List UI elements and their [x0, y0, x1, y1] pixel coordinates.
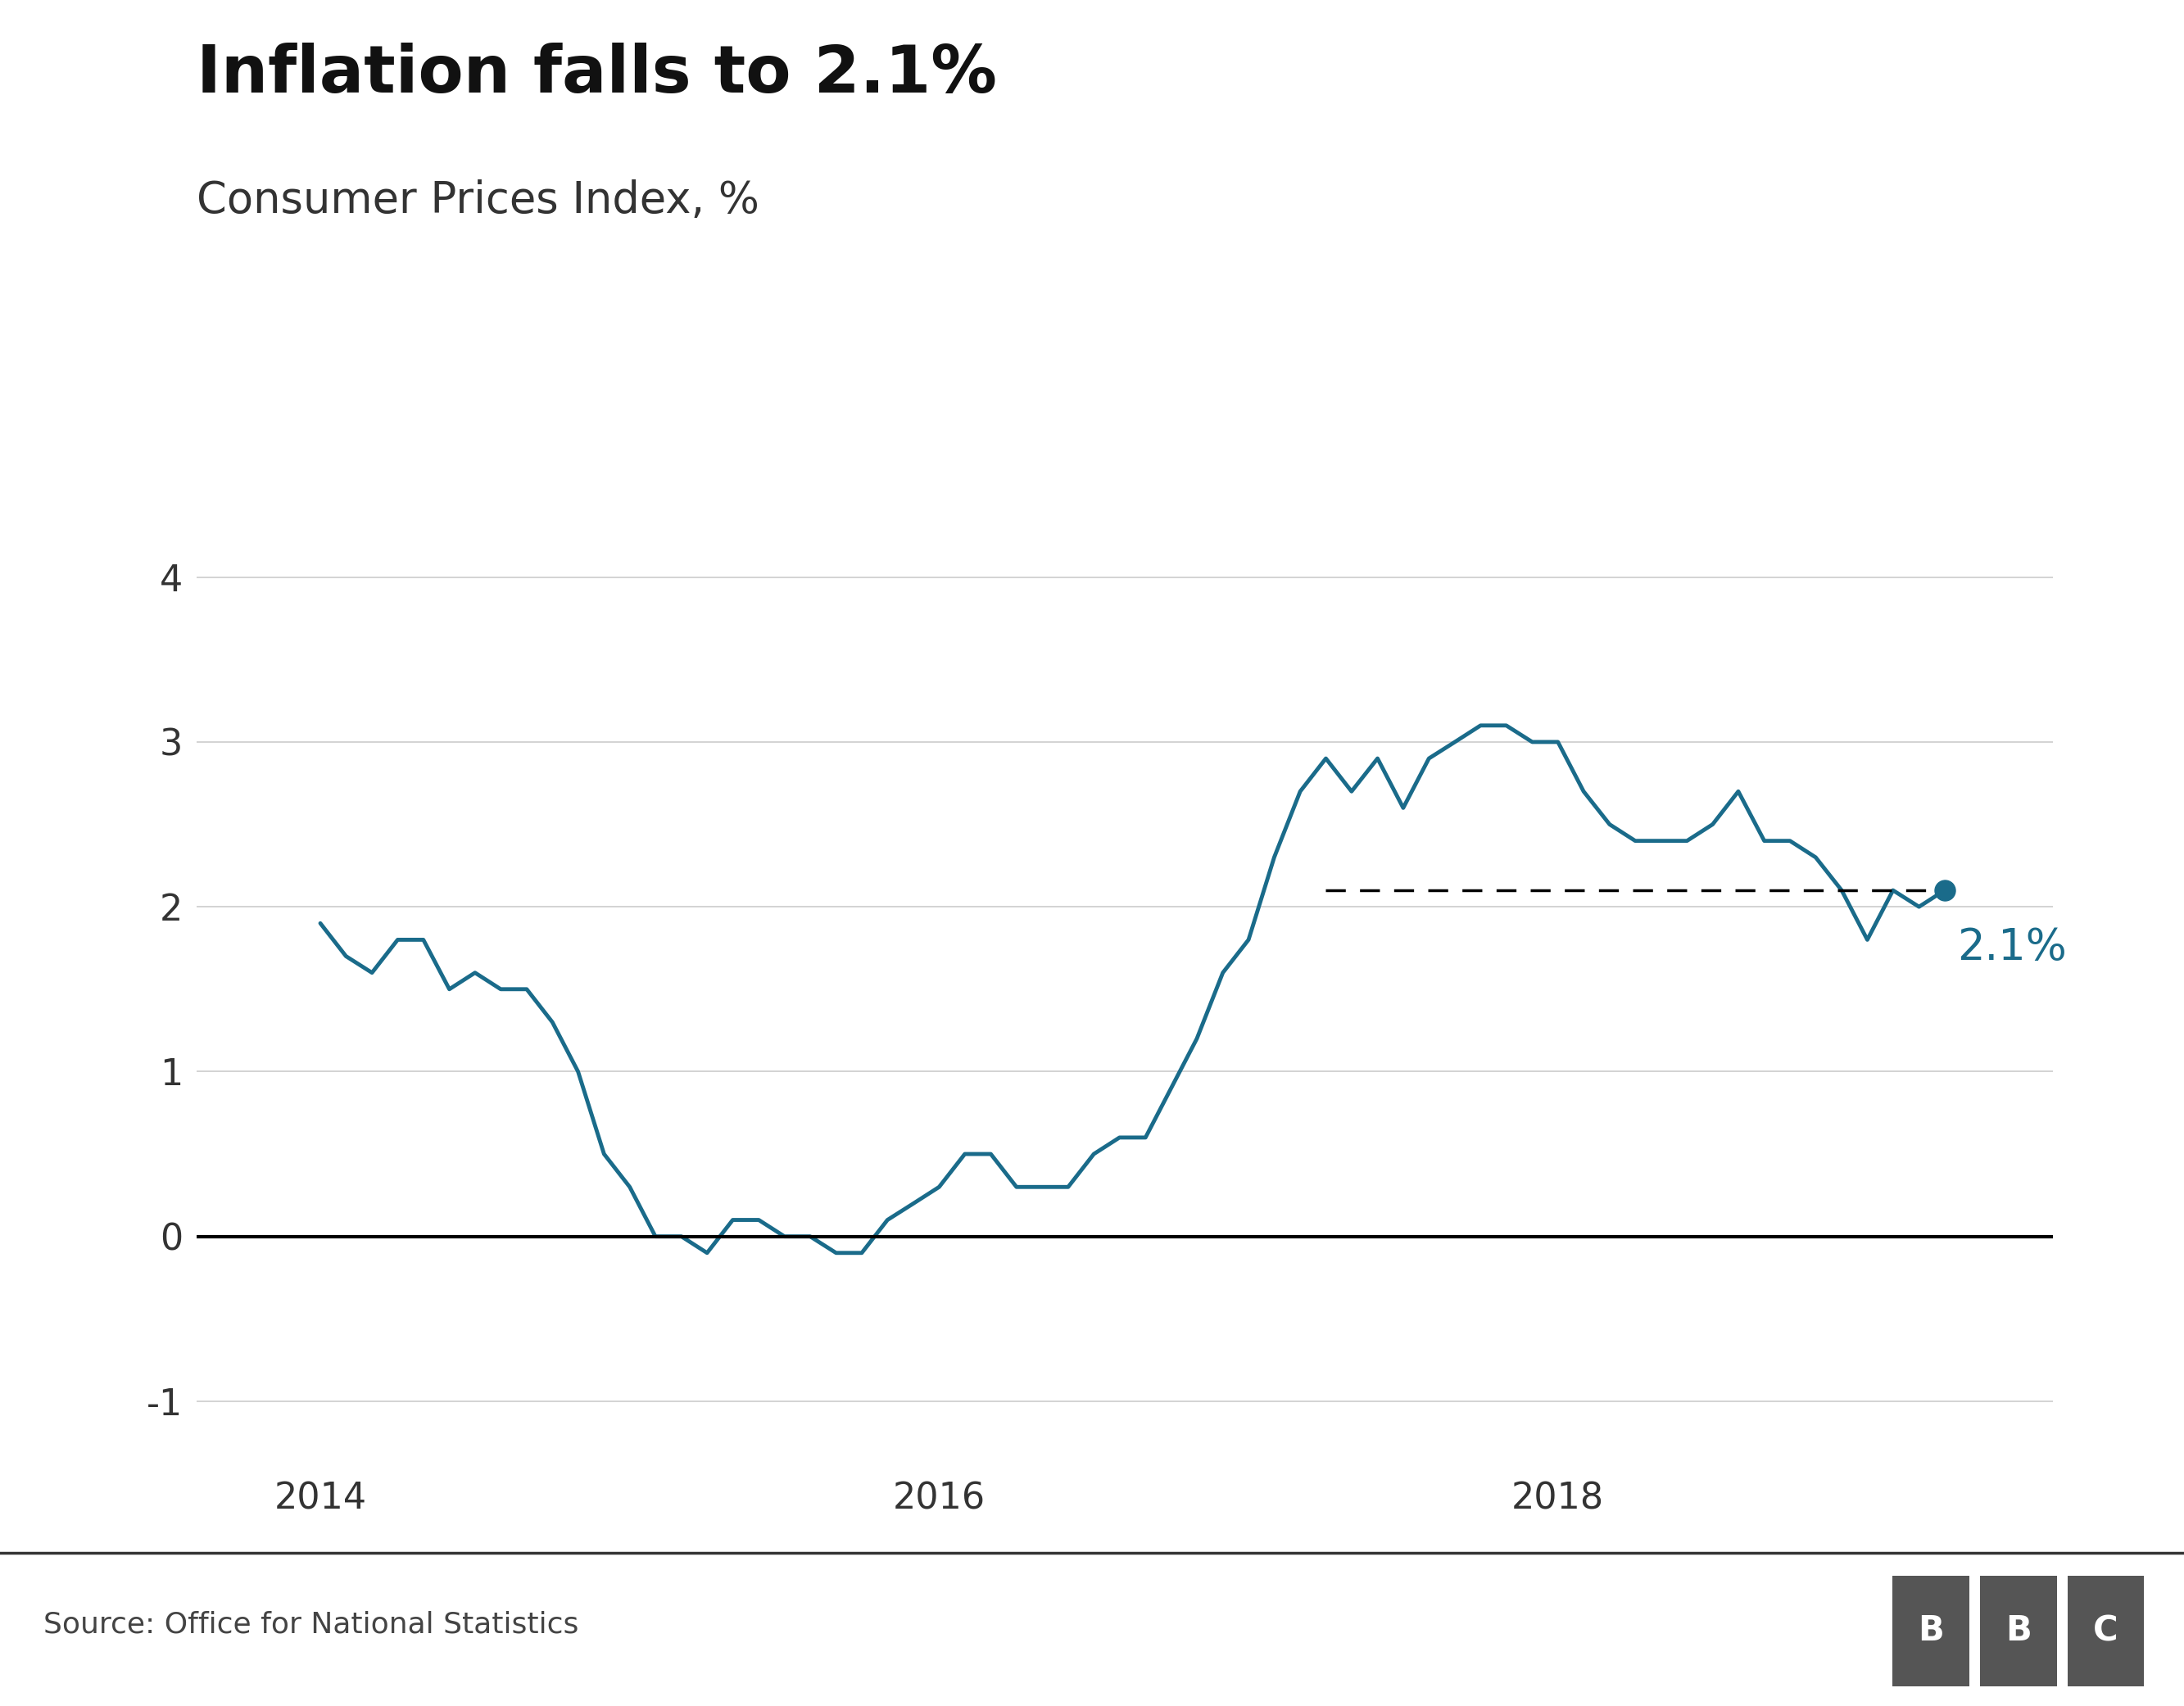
- Text: B: B: [2005, 1614, 2031, 1648]
- Bar: [1981, 1576, 2057, 1686]
- Text: 2.1%: 2.1%: [1957, 926, 2066, 969]
- Text: C: C: [2092, 1614, 2118, 1648]
- Bar: [1894, 1576, 1970, 1686]
- Text: Source: Office for National Statistics: Source: Office for National Statistics: [44, 1610, 579, 1638]
- Text: Inflation falls to 2.1%: Inflation falls to 2.1%: [197, 43, 996, 106]
- Bar: [2068, 1576, 2145, 1686]
- Text: B: B: [1918, 1614, 1944, 1648]
- Text: Consumer Prices Index, %: Consumer Prices Index, %: [197, 179, 760, 222]
